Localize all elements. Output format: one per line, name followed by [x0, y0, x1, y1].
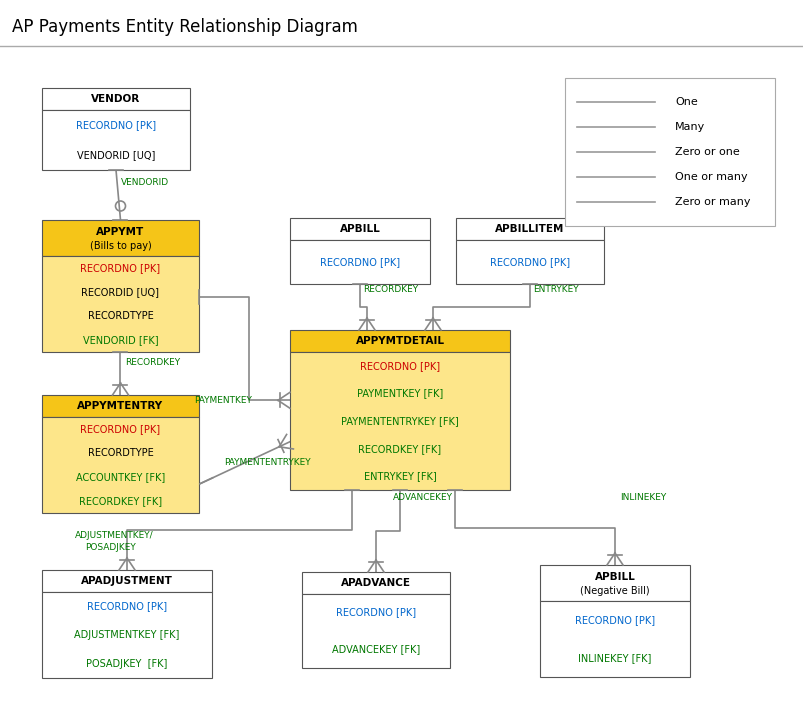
Text: AP Payments Entity Relationship Diagram: AP Payments Entity Relationship Diagram	[12, 18, 357, 36]
Text: RECORDNO [PK]: RECORDNO [PK]	[320, 257, 400, 267]
Text: ENTRYKEY: ENTRYKEY	[532, 285, 578, 294]
Text: PAYMENTENTRYKEY: PAYMENTENTRYKEY	[224, 458, 310, 467]
Bar	[290, 330, 509, 352]
Bar	[290, 352, 509, 490]
Text: (Negative Bill): (Negative Bill)	[580, 586, 649, 596]
Text: ADJUSTMENTKEY/: ADJUSTMENTKEY/	[75, 531, 153, 540]
Text: RECORDNO [PK]: RECORDNO [PK]	[80, 424, 161, 434]
Text: Zero or many: Zero or many	[675, 197, 749, 207]
Bar	[455, 240, 603, 284]
Bar	[540, 601, 689, 677]
Text: Many: Many	[675, 122, 704, 132]
Text: VENDORID: VENDORID	[120, 178, 169, 187]
Text: APPYMT: APPYMT	[96, 226, 145, 236]
Text: APBILL: APBILL	[339, 224, 380, 234]
Text: VENDORID [UQ]: VENDORID [UQ]	[77, 150, 155, 160]
Text: One: One	[675, 97, 697, 107]
Bar	[42, 88, 190, 110]
Text: RECORDNO [PK]: RECORDNO [PK]	[87, 601, 167, 611]
Text: APPYMTDETAIL: APPYMTDETAIL	[355, 336, 444, 346]
Text: RECORDNO [PK]: RECORDNO [PK]	[489, 257, 569, 267]
Bar	[455, 218, 603, 240]
Bar	[540, 565, 689, 601]
Text: APBILLITEM: APBILLITEM	[495, 224, 564, 234]
Text: RECORDTYPE: RECORDTYPE	[88, 448, 153, 458]
Text: VENDOR: VENDOR	[92, 94, 141, 104]
Text: POSADJKEY  [FK]: POSADJKEY [FK]	[86, 659, 168, 669]
Text: PAYMENTKEY [FK]: PAYMENTKEY [FK]	[357, 388, 442, 398]
Text: ENTRYKEY [FK]: ENTRYKEY [FK]	[363, 471, 436, 481]
Bar	[302, 572, 450, 594]
Text: RECORDID [UQ]: RECORDID [UQ]	[81, 287, 159, 297]
Bar	[42, 220, 199, 256]
Text: RECORDNO [PK]: RECORDNO [PK]	[336, 608, 415, 618]
Bar	[302, 594, 450, 668]
Text: APADVANCE: APADVANCE	[340, 578, 410, 588]
Bar	[565, 78, 774, 226]
Text: RECORDKEY [FK]: RECORDKEY [FK]	[79, 496, 162, 506]
Bar	[42, 256, 199, 352]
Text: RECORDKEY [FK]: RECORDKEY [FK]	[358, 444, 441, 454]
Text: INLINEKEY: INLINEKEY	[619, 493, 666, 502]
Text: INLINEKEY [FK]: INLINEKEY [FK]	[577, 653, 651, 663]
Text: ADJUSTMENTKEY [FK]: ADJUSTMENTKEY [FK]	[74, 630, 179, 640]
Text: ACCOUNTKEY [FK]: ACCOUNTKEY [FK]	[75, 472, 165, 482]
Text: POSADJKEY: POSADJKEY	[85, 543, 136, 552]
Text: One or many: One or many	[675, 172, 747, 182]
Text: RECORDNO [PK]: RECORDNO [PK]	[574, 615, 654, 625]
Text: APPYMTENTRY: APPYMTENTRY	[77, 401, 163, 411]
Text: RECORDNO [PK]: RECORDNO [PK]	[80, 263, 161, 273]
Text: VENDORID [FK]: VENDORID [FK]	[83, 335, 158, 345]
Text: RECORDKEY: RECORDKEY	[125, 358, 181, 367]
Text: RECORDNO [PK]: RECORDNO [PK]	[75, 120, 156, 130]
Text: RECORDNO [PK]: RECORDNO [PK]	[360, 361, 439, 371]
Text: RECORDTYPE: RECORDTYPE	[88, 311, 153, 321]
Bar	[42, 395, 199, 417]
Bar	[290, 240, 430, 284]
Text: (Bills to pay): (Bills to pay)	[89, 241, 151, 251]
Text: PAYMENTENTRYKEY [FK]: PAYMENTENTRYKEY [FK]	[340, 416, 459, 426]
Text: ADVANCEKEY: ADVANCEKEY	[393, 493, 452, 502]
Text: PAYMENTKEY: PAYMENTKEY	[194, 396, 251, 405]
Bar	[290, 218, 430, 240]
Text: ADVANCEKEY [FK]: ADVANCEKEY [FK]	[332, 645, 420, 655]
Text: RECORDKEY: RECORDKEY	[362, 285, 418, 294]
Text: APBILL: APBILL	[594, 572, 634, 581]
Text: APADJUSTMENT: APADJUSTMENT	[81, 576, 173, 586]
Text: Zero or one: Zero or one	[675, 147, 739, 157]
Bar	[42, 592, 212, 678]
Bar	[42, 110, 190, 170]
Bar	[42, 570, 212, 592]
Bar	[42, 417, 199, 513]
